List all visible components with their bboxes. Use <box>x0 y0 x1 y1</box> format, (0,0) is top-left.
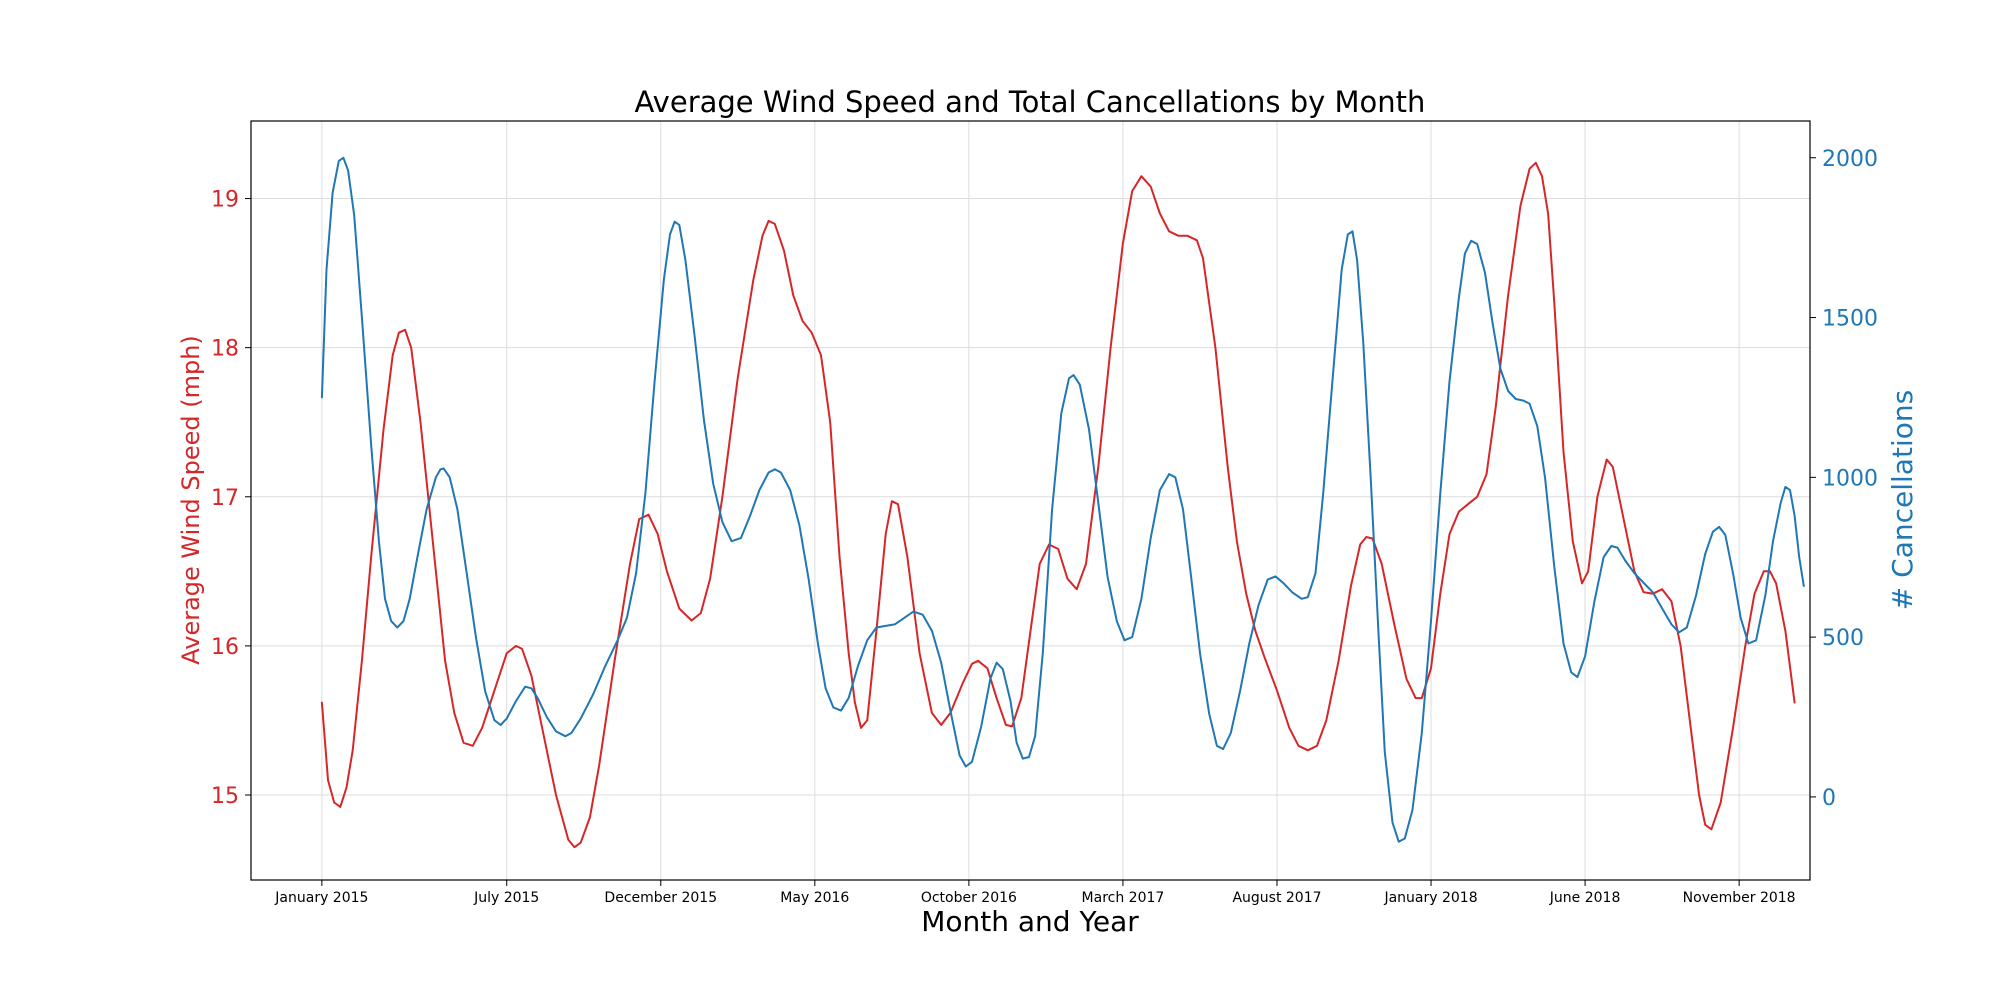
x-tick-label: October 2016 <box>921 890 1017 906</box>
x-tick-label: January 2018 <box>1383 890 1477 906</box>
y-right-tick-label: 1500 <box>1822 307 1878 332</box>
y-right-tick-label: 1000 <box>1822 466 1878 491</box>
x-tick-label: March 2017 <box>1082 890 1165 906</box>
plot-frame <box>250 120 1811 881</box>
y-left-tick-label: 17 <box>211 486 239 511</box>
ticks: January 2015 July 2015 December 2015 May 20… <box>211 147 1878 906</box>
x-tick-label: November 2018 <box>1683 890 1796 906</box>
y-right-tick-label: 0 <box>1822 786 1836 811</box>
x-tick-label: July 2015 <box>473 890 539 906</box>
x-tick-label: August 2017 <box>1232 890 1321 906</box>
x-tick-label: June 2018 <box>1549 890 1621 906</box>
y-left-tick-label: 15 <box>211 784 239 809</box>
y-axis-left-label: Average Wind Speed (mph) <box>177 335 205 665</box>
wind-speed-line <box>320 161 1796 849</box>
cancellations-line <box>320 156 1805 843</box>
y-left-tick-label: 19 <box>211 188 239 213</box>
y-axis-right-label: # Cancellations <box>1886 390 1919 610</box>
y-left-tick-label: 16 <box>211 635 239 660</box>
series-layer <box>320 156 1805 849</box>
x-tick-label: December 2015 <box>604 890 717 906</box>
x-tick-label: May 2016 <box>780 890 849 906</box>
y-left-tick-label: 18 <box>211 337 239 362</box>
x-axis-label: Month and Year <box>921 905 1139 938</box>
y-right-tick-label: 2000 <box>1822 147 1878 172</box>
x-tick-label: January 2015 <box>274 890 368 906</box>
y-right-tick-label: 500 <box>1822 626 1864 651</box>
chart-title: Average Wind Speed and Total Cancellatio… <box>635 85 1426 119</box>
